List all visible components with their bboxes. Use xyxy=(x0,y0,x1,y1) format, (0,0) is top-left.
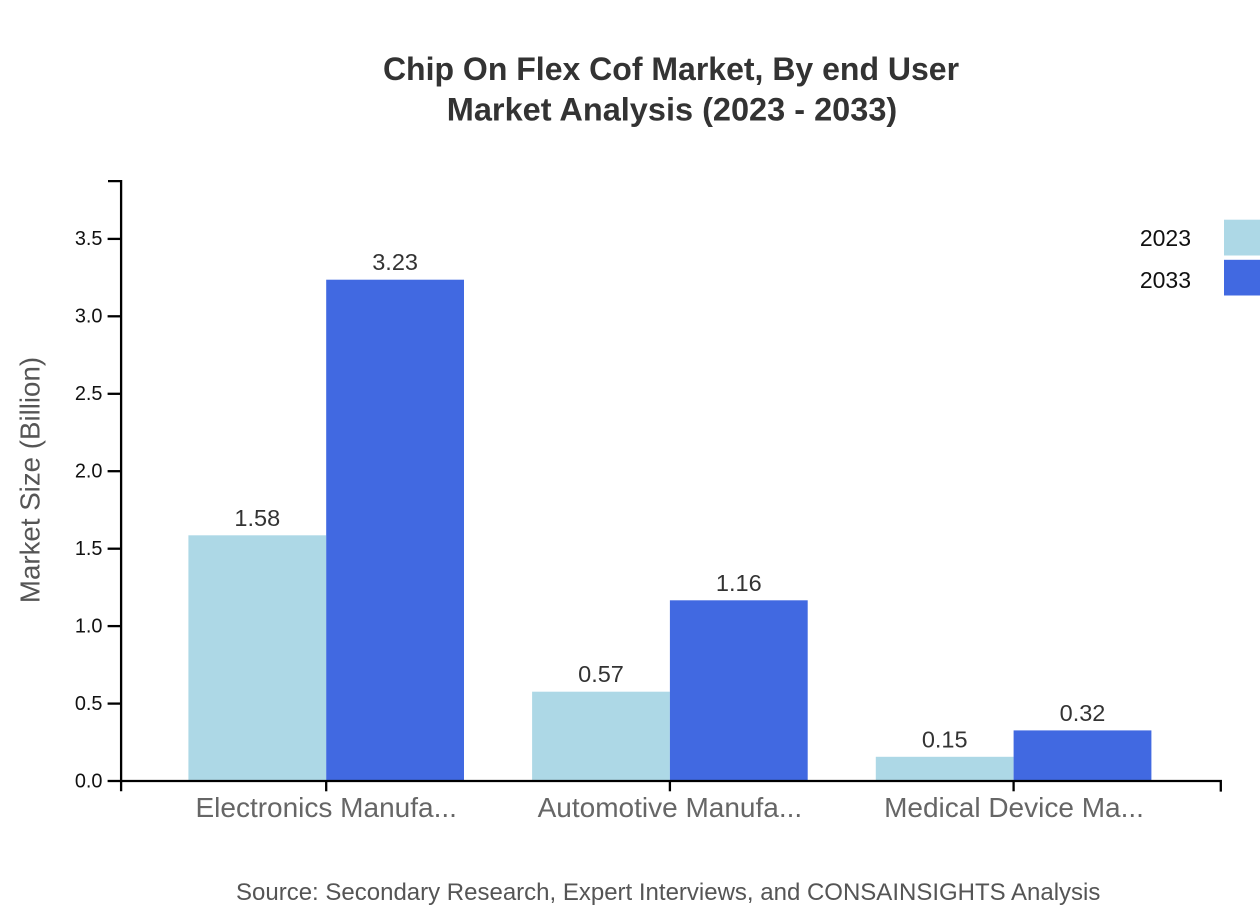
svg-text:0.32: 0.32 xyxy=(1060,700,1106,726)
svg-text:Automotive Manufa...: Automotive Manufa... xyxy=(538,792,803,823)
svg-text:1.5: 1.5 xyxy=(75,538,103,560)
svg-text:2.5: 2.5 xyxy=(75,383,103,405)
svg-text:Source: Secondary Research, Ex: Source: Secondary Research, Expert Inter… xyxy=(236,879,1100,906)
svg-text:1.58: 1.58 xyxy=(234,505,280,531)
svg-text:Market Size (Billion): Market Size (Billion) xyxy=(15,357,46,603)
svg-text:3.5: 3.5 xyxy=(75,228,103,250)
svg-text:0.5: 0.5 xyxy=(75,693,103,715)
svg-text:0.0: 0.0 xyxy=(75,770,103,792)
svg-text:2023: 2023 xyxy=(1140,225,1191,251)
svg-text:0.15: 0.15 xyxy=(922,726,968,752)
svg-text:3.0: 3.0 xyxy=(75,306,103,328)
svg-text:2033: 2033 xyxy=(1140,267,1191,293)
svg-text:Market Analysis (2023 - 2033): Market Analysis (2023 - 2033) xyxy=(447,91,897,127)
svg-text:1.0: 1.0 xyxy=(75,615,103,637)
svg-text:Chip On Flex Cof Market, By en: Chip On Flex Cof Market, By end User xyxy=(383,51,959,87)
svg-text:1.16: 1.16 xyxy=(716,570,762,596)
svg-text:2.0: 2.0 xyxy=(75,461,103,483)
svg-text:0.57: 0.57 xyxy=(578,661,624,687)
svg-text:Electronics Manufa...: Electronics Manufa... xyxy=(195,792,456,823)
svg-text:Medical Device Ma...: Medical Device Ma... xyxy=(884,792,1144,823)
svg-text:3.23: 3.23 xyxy=(372,249,418,275)
